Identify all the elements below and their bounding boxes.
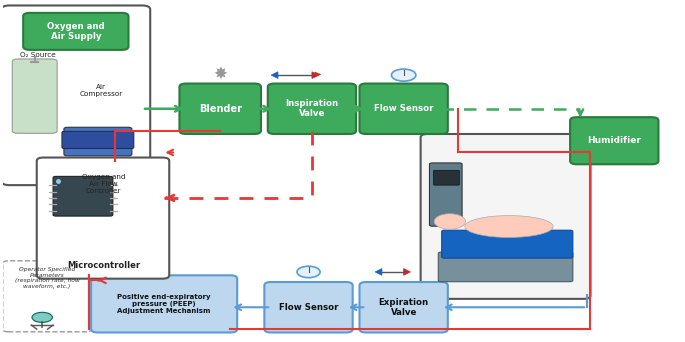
Polygon shape (312, 72, 319, 78)
Ellipse shape (465, 215, 553, 237)
FancyBboxPatch shape (268, 83, 356, 134)
FancyBboxPatch shape (53, 176, 113, 216)
FancyBboxPatch shape (1, 5, 150, 185)
Text: Humidifier: Humidifier (587, 136, 641, 145)
Text: Oxygen and
Air Supply: Oxygen and Air Supply (47, 22, 105, 41)
FancyBboxPatch shape (570, 117, 658, 164)
Circle shape (434, 214, 466, 229)
Polygon shape (271, 72, 278, 78)
Text: Blender: Blender (199, 104, 242, 114)
FancyBboxPatch shape (64, 127, 132, 156)
Text: Flow Sensor: Flow Sensor (279, 303, 338, 312)
Text: O₂ Source: O₂ Source (20, 52, 55, 58)
FancyBboxPatch shape (264, 282, 353, 332)
FancyBboxPatch shape (91, 275, 237, 332)
Text: ✸: ✸ (213, 64, 227, 82)
Text: Microcontroller: Microcontroller (66, 261, 140, 270)
FancyBboxPatch shape (37, 158, 169, 279)
FancyBboxPatch shape (12, 59, 57, 133)
Text: Oxygen and
Air Flow
Controller: Oxygen and Air Flow Controller (82, 174, 125, 194)
Text: Inspiration
Valve: Inspiration Valve (286, 99, 338, 118)
Text: Expiration
Valve: Expiration Valve (379, 298, 429, 317)
FancyBboxPatch shape (179, 83, 261, 134)
FancyBboxPatch shape (442, 230, 573, 258)
FancyBboxPatch shape (23, 13, 129, 50)
FancyBboxPatch shape (360, 83, 448, 134)
FancyBboxPatch shape (434, 170, 460, 185)
FancyBboxPatch shape (429, 163, 462, 226)
FancyBboxPatch shape (438, 252, 573, 282)
Circle shape (297, 266, 320, 278)
Text: Operator Specified
Parameters
(respiration rate, flow
waveform, etc.): Operator Specified Parameters (respirati… (14, 267, 79, 289)
Polygon shape (375, 268, 382, 275)
Circle shape (391, 69, 416, 81)
Polygon shape (403, 268, 410, 275)
FancyBboxPatch shape (3, 261, 92, 332)
FancyBboxPatch shape (360, 282, 448, 332)
FancyBboxPatch shape (62, 131, 134, 148)
Text: Air
Compressor: Air Compressor (79, 84, 123, 97)
FancyBboxPatch shape (421, 134, 590, 299)
Text: Flow Sensor: Flow Sensor (374, 104, 434, 113)
Circle shape (32, 312, 52, 323)
Text: Positive end-expiratory
pressure (PEEP)
Adjustment Mechanism: Positive end-expiratory pressure (PEEP) … (117, 294, 211, 314)
